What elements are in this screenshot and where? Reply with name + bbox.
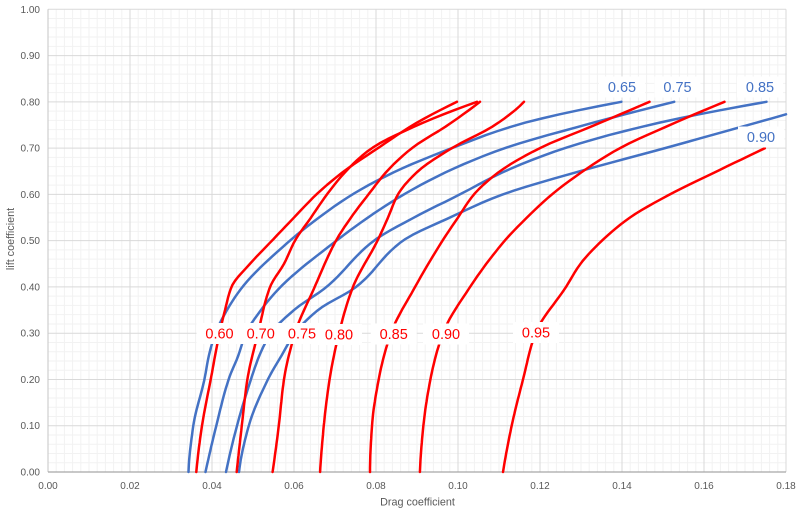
svg-text:0.75: 0.75 bbox=[663, 80, 691, 96]
svg-text:0.85: 0.85 bbox=[746, 80, 774, 96]
svg-text:0.16: 0.16 bbox=[694, 481, 714, 492]
svg-text:0.75: 0.75 bbox=[288, 327, 316, 343]
svg-text:0.60: 0.60 bbox=[205, 327, 233, 343]
svg-text:0.50: 0.50 bbox=[21, 236, 41, 247]
svg-text:0.10: 0.10 bbox=[21, 421, 41, 432]
svg-text:0.06: 0.06 bbox=[284, 481, 304, 492]
svg-text:1.00: 1.00 bbox=[21, 5, 41, 16]
svg-text:0.00: 0.00 bbox=[21, 468, 41, 479]
svg-text:0.14: 0.14 bbox=[612, 481, 632, 492]
svg-text:0.90: 0.90 bbox=[432, 327, 460, 343]
svg-text:0.80: 0.80 bbox=[21, 97, 41, 108]
svg-text:0.02: 0.02 bbox=[120, 481, 140, 492]
svg-text:0.30: 0.30 bbox=[21, 329, 41, 340]
svg-text:0.00: 0.00 bbox=[38, 481, 58, 492]
svg-text:0.20: 0.20 bbox=[21, 375, 41, 386]
svg-text:0.18: 0.18 bbox=[776, 481, 796, 492]
svg-text:lift coefficient: lift coefficient bbox=[5, 208, 17, 270]
svg-text:0.08: 0.08 bbox=[366, 481, 386, 492]
svg-text:0.65: 0.65 bbox=[608, 80, 636, 96]
svg-text:0.90: 0.90 bbox=[747, 130, 775, 146]
svg-text:0.90: 0.90 bbox=[21, 51, 41, 62]
svg-text:0.85: 0.85 bbox=[380, 327, 408, 343]
svg-text:0.95: 0.95 bbox=[522, 326, 550, 342]
svg-text:0.70: 0.70 bbox=[247, 327, 275, 343]
svg-text:0.10: 0.10 bbox=[448, 481, 468, 492]
svg-text:0.40: 0.40 bbox=[21, 282, 41, 293]
svg-text:0.70: 0.70 bbox=[21, 144, 41, 155]
svg-text:0.12: 0.12 bbox=[530, 481, 550, 492]
svg-text:Drag coefficient: Drag coefficient bbox=[380, 497, 455, 509]
svg-text:0.04: 0.04 bbox=[202, 481, 222, 492]
svg-text:0.80: 0.80 bbox=[325, 328, 353, 344]
svg-text:0.60: 0.60 bbox=[21, 190, 41, 201]
